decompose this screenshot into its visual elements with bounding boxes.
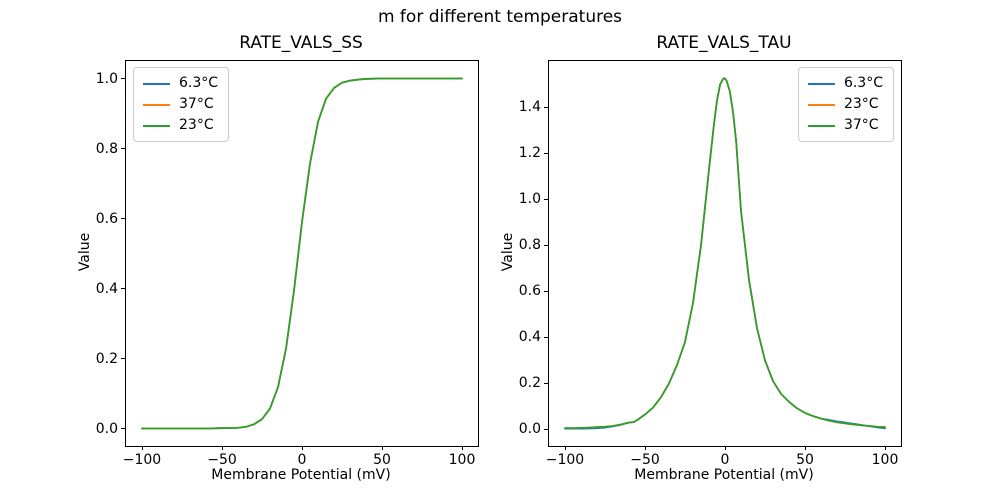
legend-box-ss: 6.3°C 37°C 23°C	[133, 67, 230, 142]
y-tick-label: 1.0	[518, 191, 541, 208]
x-tick-label: −100	[122, 452, 162, 468]
x-tick-mark	[564, 446, 566, 450]
figure-title: m for different temperatures	[377, 7, 623, 27]
legend-label: 37°C	[179, 96, 214, 112]
x-tick-mark	[461, 446, 463, 450]
legend-line-swatch	[807, 124, 835, 127]
y-tick-label: 0.2	[518, 375, 541, 392]
x-tick-mark	[724, 446, 726, 450]
y-tick-label: 0.0	[95, 420, 118, 437]
y-axis-label-ss: Value	[77, 232, 93, 272]
plot-area-ss: 6.3°C 37°C 23°C −100 −50 0 50 100 0.0 0.2 0.4 0.6 0…	[96, 60, 479, 468]
y-tick-mark	[121, 218, 125, 219]
legend-line-swatch	[807, 103, 835, 106]
y-tick-mark	[544, 106, 548, 108]
series-line-37°C	[564, 77, 886, 429]
x-tick-label: 100	[448, 452, 476, 468]
legend-label: 23°C	[179, 117, 214, 133]
legend-label: 6.3°C	[843, 75, 883, 91]
y-tick-mark	[121, 78, 125, 79]
legend-entry: 23°C	[807, 94, 883, 115]
y-tick-label: 0.6	[518, 283, 541, 300]
x-tick-label: −50	[630, 452, 660, 468]
legend-entry: 23°C	[143, 115, 218, 136]
x-axis-label-tau: Membrane Potential (mV)	[634, 467, 814, 483]
x-tick-label: 0	[297, 452, 307, 468]
legend-entry: 6.3°C	[143, 73, 218, 94]
y-tick-mark	[544, 336, 548, 338]
y-tick-mark	[121, 148, 125, 149]
plot-canvas	[564, 77, 886, 430]
x-tick-label: −50	[207, 452, 237, 468]
x-tick-label: 50	[796, 452, 814, 468]
x-tick-mark	[141, 446, 143, 450]
subplot-tau-title: RATE_VALS_TAU	[656, 33, 792, 53]
legend-entry: 37°C	[807, 115, 883, 136]
plot-canvas	[141, 77, 463, 430]
y-tick-label: 1.4	[518, 99, 541, 116]
x-tick-mark	[381, 446, 383, 450]
y-tick-label: 1.2	[518, 145, 541, 162]
x-axis-label-ss: Membrane Potential (mV)	[211, 467, 391, 483]
x-tick-mark	[221, 446, 223, 450]
x-tick-mark	[804, 446, 806, 450]
y-tick-label: 0.6	[95, 210, 118, 227]
legend-line-swatch	[143, 82, 170, 85]
legend-line-swatch	[143, 103, 170, 106]
legend-line-swatch	[807, 82, 835, 85]
plot-area-tau: 6.3°C 23°C 37°C −100 −50 0 50 100 0.0 0.2 0.4 0.6 0…	[519, 60, 902, 468]
y-tick-mark	[544, 428, 548, 430]
y-tick-label: 0.8	[518, 237, 541, 254]
legend-entry: 6.3°C	[807, 73, 883, 94]
legend-label: 6.3°C	[179, 75, 219, 91]
y-tick-mark	[544, 382, 548, 384]
x-tick-label: 100	[871, 452, 899, 468]
subplot-ss-title: RATE_VALS_SS	[239, 33, 363, 53]
y-tick-mark	[544, 152, 548, 154]
x-tick-mark	[301, 446, 303, 450]
y-tick-mark	[121, 288, 125, 289]
y-tick-label: 0.2	[95, 350, 118, 367]
series-line-23°C	[141, 77, 463, 430]
y-tick-mark	[544, 244, 548, 246]
legend-box-tau: 6.3°C 23°C 37°C	[797, 67, 894, 142]
y-tick-label: 0.4	[95, 280, 118, 297]
x-tick-label: 0	[720, 452, 730, 468]
y-tick-label: 0.4	[518, 329, 541, 346]
x-tick-label: −100	[545, 452, 585, 468]
y-tick-label: 1.0	[95, 70, 118, 87]
y-tick-mark	[544, 290, 548, 292]
legend-entry: 37°C	[143, 94, 218, 115]
legend-label: 37°C	[843, 117, 879, 133]
x-tick-mark	[644, 446, 646, 450]
y-tick-mark	[121, 358, 125, 359]
y-tick-label: 0.0	[518, 421, 541, 438]
legend-label: 23°C	[843, 96, 879, 112]
x-tick-label: 50	[373, 452, 391, 468]
y-tick-label: 0.8	[95, 140, 118, 157]
legend-line-swatch	[143, 124, 170, 127]
x-tick-mark	[884, 446, 886, 450]
y-tick-mark	[121, 428, 125, 429]
y-tick-mark	[544, 198, 548, 200]
